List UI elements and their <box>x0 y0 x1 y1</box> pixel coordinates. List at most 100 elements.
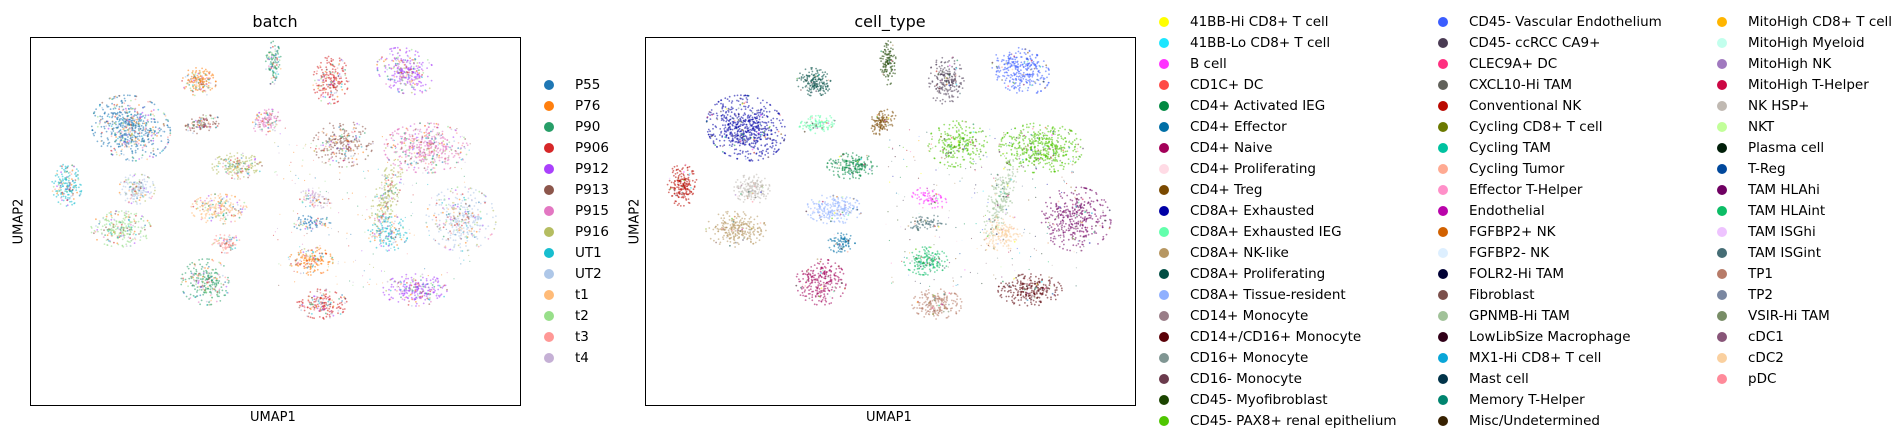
batch-legend-label: t1 <box>575 286 589 303</box>
cell-type-legend-marker <box>1717 289 1727 300</box>
cell-type-legend-item: T-Reg <box>1717 158 1786 179</box>
cell-type-legend-label: CD45- Vascular Endothelium <box>1469 13 1662 30</box>
batch-cluster-points <box>51 163 83 207</box>
cell-type-legend-item: FOLR2-Hi TAM <box>1438 263 1564 284</box>
batch-cluster-points <box>190 193 248 225</box>
batch-cluster-points <box>181 67 217 97</box>
cell-type-legend-label: NKT <box>1748 118 1775 135</box>
cell-type-legend-label: FGFBP2- NK <box>1469 244 1550 261</box>
batch-legend-marker <box>544 289 554 300</box>
batch-legend-item: P90 <box>544 116 600 137</box>
cell-type-legend-label: MitoHigh Myeloid <box>1748 34 1865 51</box>
batch-legend-item: UT2 <box>544 263 602 284</box>
batch-legend-item: t2 <box>544 305 589 326</box>
cell-type-legend-item: MitoHigh CD8+ T cell <box>1717 11 1892 32</box>
batch-legend-label: UT1 <box>575 244 602 261</box>
cell-type-legend-item: B cell <box>1159 53 1227 74</box>
cell-type-cluster-points <box>805 194 862 225</box>
cell-type-cluster-points <box>666 163 698 207</box>
batch-legend-marker <box>544 184 554 195</box>
cell-type-legend-item: CD4+ Treg <box>1159 179 1262 200</box>
batch-legend-marker <box>544 142 554 153</box>
cell-type-legend-item: FGFBP2+ NK <box>1438 221 1556 242</box>
cell-type-legend-item: TP2 <box>1717 284 1773 305</box>
cell-type-legend-item: pDC <box>1717 368 1776 389</box>
cell-type-legend-marker <box>1438 79 1448 90</box>
cell-type-legend-marker <box>1159 79 1169 90</box>
cell-type-legend-marker <box>1159 289 1169 300</box>
batch-cluster-points <box>180 258 231 306</box>
cell-type-legend-item: TAM HLAint <box>1717 200 1825 221</box>
cell-type-cluster-points <box>733 173 771 204</box>
cell-type-legend-label: CXCL10-Hi TAM <box>1469 76 1572 93</box>
cell-type-legend-item: CD16- Monocyte <box>1159 368 1302 389</box>
batch-cluster-points <box>383 122 469 174</box>
cell-type-legend-item: CD16+ Monocyte <box>1159 347 1308 368</box>
cell-type-legend-item: Misc/Undetermined <box>1438 410 1600 431</box>
cell-type-legend-label: TP1 <box>1748 265 1773 282</box>
cell-type-legend-label: Effector T-Helper <box>1469 181 1583 198</box>
cell-type-legend-marker <box>1438 205 1448 216</box>
cell-type-x-axis-label: UMAP1 <box>866 410 912 425</box>
cell-type-legend-marker <box>1438 310 1448 321</box>
cell-type-legend-label: MX1-Hi CD8+ T cell <box>1469 349 1602 366</box>
cell-type-legend-label: CD4+ Naive <box>1190 139 1273 156</box>
cell-type-legend-label: CD45- PAX8+ renal epithelium <box>1190 412 1397 429</box>
batch-legend-item: P912 <box>544 158 609 179</box>
cell-type-legend-label: pDC <box>1748 370 1777 387</box>
batch-legend-label: P55 <box>575 76 601 93</box>
cell-type-legend-marker <box>1717 58 1727 69</box>
batch-cluster-points <box>299 188 331 209</box>
cell-type-legend-marker <box>1159 268 1169 279</box>
cell-type-legend-marker <box>1159 163 1169 174</box>
cell-type-legend-item: GPNMB-Hi TAM <box>1438 305 1570 326</box>
cell-type-legend-label: VSIR-Hi TAM <box>1748 307 1830 324</box>
cell-type-legend-label: 41BB-Lo CD8+ T cell <box>1190 34 1331 51</box>
cell-type-cluster-points <box>827 232 856 254</box>
batch-legend-marker <box>544 226 554 237</box>
cell-type-legend-marker <box>1159 121 1169 132</box>
cell-type-cluster-points <box>826 152 878 180</box>
batch-cluster-points <box>288 246 334 276</box>
batch-legend-item: P906 <box>544 137 609 158</box>
batch-legend-marker <box>544 100 554 111</box>
cell-type-legend-label: CD16- Monocyte <box>1190 370 1302 387</box>
batch-legend-marker <box>544 79 554 90</box>
batch-legend-item: t1 <box>544 284 589 305</box>
cell-type-legend-label: Memory T-Helper <box>1469 391 1585 408</box>
batch-y-axis-label: UMAP2 <box>11 198 27 245</box>
cell-type-cluster-points <box>927 56 965 105</box>
cell-type-legend-label: MitoHigh CD8+ T cell <box>1748 13 1893 30</box>
cell-type-legend-marker <box>1717 121 1727 132</box>
cell-type-legend-label: TAM ISGhi <box>1748 223 1816 240</box>
batch-legend-label: P915 <box>575 202 609 219</box>
cell-type-legend-marker <box>1717 352 1727 363</box>
cell-type-legend-marker <box>1159 352 1169 363</box>
batch-legend-marker <box>544 310 554 321</box>
cell-type-legend-item: CXCL10-Hi TAM <box>1438 74 1572 95</box>
cell-type-legend-item: Conventional NK <box>1438 95 1581 116</box>
cell-type-legend-item: Effector T-Helper <box>1438 179 1582 200</box>
cell-type-legend-item: CD8A+ Tissue-resident <box>1159 284 1346 305</box>
batch-legend-item: P916 <box>544 221 609 242</box>
batch-cluster-points <box>293 214 332 232</box>
cell-type-legend-marker <box>1438 331 1448 342</box>
cell-type-legend-marker <box>1438 121 1448 132</box>
batch-cluster-points <box>118 173 156 205</box>
cell-type-legend-item: CD8A+ Exhausted <box>1159 200 1314 221</box>
cell-type-cluster-points <box>795 258 847 306</box>
cell-type-legend-label: GPNMB-Hi TAM <box>1469 307 1570 324</box>
cell-type-legend-item: FGFBP2- NK <box>1438 242 1549 263</box>
cell-type-legend-label: CD8A+ Exhausted <box>1190 202 1315 219</box>
cell-type-legend-label: Fibroblast <box>1469 286 1535 303</box>
cell-type-legend-marker <box>1159 310 1169 321</box>
cell-type-legend-item: CD1C+ DC <box>1159 74 1263 95</box>
cell-type-legend-label: Endothelial <box>1469 202 1545 219</box>
cell-type-legend-label: Cycling Tumor <box>1469 160 1565 177</box>
cell-type-cluster-points <box>798 114 836 135</box>
cell-type-legend-marker <box>1717 79 1727 90</box>
batch-legend-marker <box>544 352 554 363</box>
cell-type-scatter-svg <box>666 40 1112 320</box>
cell-type-legend-marker <box>1717 142 1727 153</box>
cell-type-legend-marker <box>1159 247 1169 258</box>
